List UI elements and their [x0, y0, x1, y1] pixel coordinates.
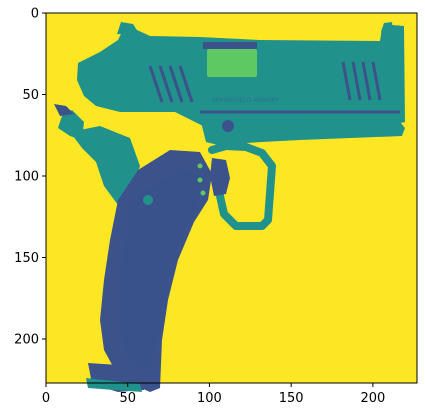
pistol-frame	[200, 118, 405, 147]
x-tick-label: 200	[360, 391, 385, 406]
grip-screw	[143, 195, 153, 205]
y-axis-ticks: 0 50 100 150 200	[14, 7, 46, 347]
y-tick-label: 150	[14, 251, 39, 266]
frame-pin-3	[199, 189, 207, 197]
front-sight	[381, 22, 393, 32]
y-tick-label: 200	[14, 332, 39, 347]
axes-frame	[45, 12, 418, 384]
x-tick-label: 50	[119, 391, 136, 406]
x-tick-label: 100	[197, 391, 222, 406]
hammer-spur	[54, 104, 74, 116]
magazine-basepad	[86, 378, 142, 392]
grip-safety	[70, 126, 140, 205]
frame-pin-1	[196, 162, 204, 170]
y-tick-label: 50	[22, 88, 39, 103]
ejection-port	[207, 49, 257, 77]
frame-pin-2	[196, 176, 204, 184]
trigger-guard	[208, 142, 276, 230]
front-serrations	[341, 61, 382, 101]
x-tick-label: 150	[279, 391, 304, 406]
pistol-image: SPRINGFIELD ARMORY	[54, 22, 405, 392]
y-tick-label: 0	[31, 7, 39, 22]
ejection-port-edge	[203, 42, 257, 49]
x-axis-ticks: 0 50 100 150 200	[42, 383, 385, 406]
trigger	[210, 158, 230, 196]
slide-engraving: SPRINGFIELD ARMORY	[212, 97, 279, 104]
grip-texture	[120, 170, 200, 370]
slide-stop-pin	[222, 120, 234, 132]
y-tick-label: 100	[14, 169, 39, 184]
x-tick-label: 0	[42, 391, 50, 406]
rear-sight	[117, 22, 140, 35]
rear-serrations	[148, 65, 194, 103]
